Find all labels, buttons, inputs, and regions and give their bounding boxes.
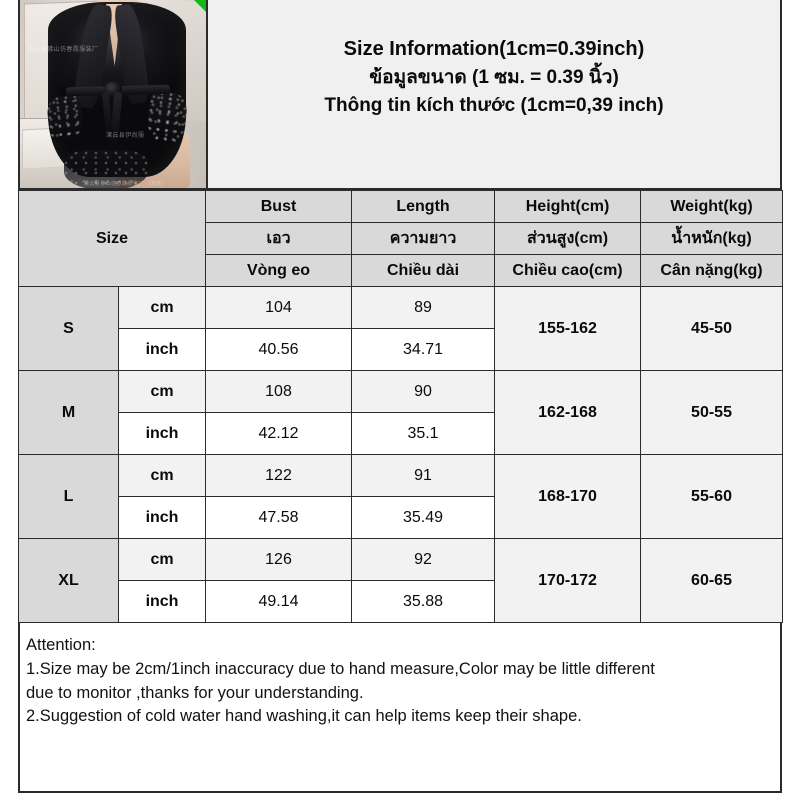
table-row: inch 40.56 34.71 (19, 328, 783, 371)
table-row: L cm 122 91 168-170 55-60 (18, 454, 784, 539)
top-band: 溧云县佛山仿春霞服装厂 溧云县伊尚服 溧云县佛山仿春霞服装厂 （淘宝） Size… (18, 0, 782, 190)
header-row-vietnamese: Vòng eo Chiều dài Chiều cao(cm) Cân nặng… (19, 254, 784, 287)
unit-inch-s: inch (117, 328, 207, 371)
bust-inch-xl: 49.14 (205, 580, 353, 623)
header-height-vi: Chiều cao(cm) (494, 254, 642, 287)
weight-xl: 60-65 (640, 538, 784, 623)
bust-cm-s: 104 (205, 286, 353, 329)
attention-block: Attention: 1.Size may be 2cm/1inch inacc… (20, 630, 780, 729)
length-inch-xl: 35.88 (351, 580, 496, 623)
header-bust-th: เอว (205, 222, 353, 255)
header-length-en: Length (351, 190, 496, 223)
size-header-cell: Size (17, 190, 207, 287)
unit-cm-m: cm (117, 370, 207, 413)
length-cm-m: 90 (351, 370, 496, 413)
table-row: XL cm 126 92 170-172 60-65 (18, 538, 784, 623)
header-length-vi: Chiều dài (351, 254, 496, 287)
length-inch-s: 34.71 (351, 328, 496, 371)
attention-line-3: 2.Suggestion of cold water hand washing,… (26, 707, 582, 726)
length-cm-xl: 92 (351, 538, 496, 581)
height-xl: 170-172 (494, 538, 642, 623)
header-row-english: Size Bust Length Height(cm) Weight(kg) (17, 190, 784, 287)
header-height-en: Height(cm) (494, 190, 642, 223)
table-row: inch 47.58 35.49 (19, 496, 783, 539)
length-inch-m: 35.1 (351, 412, 496, 455)
bust-inch-m: 42.12 (205, 412, 353, 455)
photo-watermark-middle: 溧云县伊尚服 (106, 132, 145, 139)
size-table: Size Bust Length Height(cm) Weight(kg) เ… (17, 190, 784, 623)
unit-cm-l: cm (117, 454, 207, 497)
length-cm-l: 91 (351, 454, 496, 497)
height-m: 162-168 (494, 370, 642, 455)
unit-inch-xl: inch (117, 580, 207, 623)
unit-cm-xl: cm (117, 538, 207, 581)
weight-s: 45-50 (640, 286, 784, 371)
attention-line-1: 1.Size may be 2cm/1inch inaccuracy due t… (26, 659, 655, 678)
attention-heading: Attention: (26, 636, 96, 654)
weight-m: 50-55 (640, 370, 784, 455)
bust-inch-l: 47.58 (205, 496, 353, 539)
header-height-th: ส่วนสูง(cm) (494, 222, 642, 255)
length-cm-s: 89 (351, 286, 496, 329)
size-label-xl: XL (18, 538, 119, 623)
size-label-l: L (18, 454, 119, 539)
header-weight-en: Weight(kg) (640, 190, 784, 223)
title-english: Size Information(1cm=0.39inch) (343, 37, 645, 60)
header-length-th: ความยาว (351, 222, 496, 255)
header-bust-en: Bust (205, 190, 353, 223)
height-l: 168-170 (494, 454, 642, 539)
product-photo: 溧云县佛山仿春霞服装厂 溧云县伊尚服 溧云县佛山仿春霞服装厂 （淘宝） (20, 0, 208, 188)
photo-watermark-bottom: 溧云县佛山仿春霞服装厂 （淘宝） (84, 181, 167, 187)
photo-watermark-top: 溧云县佛山仿春霞服装厂 (28, 46, 99, 53)
photo-lace-hem (64, 150, 148, 188)
bust-inch-s: 40.56 (205, 328, 353, 371)
table-row: S cm 104 89 155-162 45-50 (18, 286, 784, 371)
size-label-m: M (18, 370, 119, 455)
height-s: 155-162 (494, 286, 642, 371)
unit-inch-m: inch (117, 412, 207, 455)
title-vietnamese: Thông tin kích thước (1cm=0,39 inch) (324, 94, 664, 116)
title-thai: ข้อมูลขนาด (1 ซม. = 0.39 นิ้ว) (369, 66, 619, 88)
length-inch-l: 35.49 (351, 496, 496, 539)
table-row: M cm 108 90 162-168 50-55 (18, 370, 784, 455)
header-weight-th: น้ำหนัก(kg) (640, 222, 784, 255)
table-row: inch 42.12 35.1 (19, 412, 783, 455)
title-block: Size Information(1cm=0.39inch) ข้อมูลขนา… (208, 0, 780, 188)
unit-cm-s: cm (117, 286, 207, 329)
header-weight-vi: Cân nặng(kg) (640, 254, 784, 287)
header-bust-vi: Vòng eo (205, 254, 353, 287)
bust-cm-xl: 126 (205, 538, 353, 581)
green-corner-marker-icon (194, 0, 206, 12)
unit-inch-l: inch (117, 496, 207, 539)
size-label-s: S (18, 286, 119, 371)
attention-line-2: due to monitor ,thanks for your understa… (26, 683, 364, 702)
bust-cm-m: 108 (205, 370, 353, 413)
weight-l: 55-60 (640, 454, 784, 539)
table-row: inch 49.14 35.88 (19, 580, 783, 623)
bust-cm-l: 122 (205, 454, 353, 497)
